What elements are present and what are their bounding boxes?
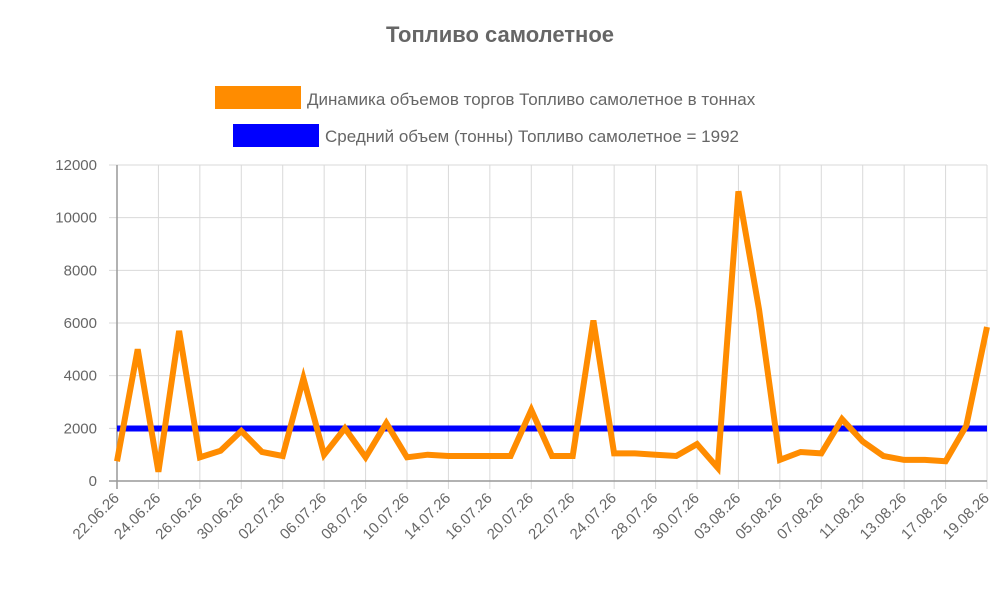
y-tick-label: 6000 — [64, 315, 97, 332]
legend-swatch-average — [233, 124, 319, 147]
chart-title: Топливо самолетное — [386, 22, 614, 47]
y-tick-label: 10000 — [55, 210, 97, 227]
tick-labels: 02000400060008000100001200022.06.2624.06… — [55, 157, 993, 543]
legend-swatch-volume — [215, 86, 301, 109]
y-tick-label: 4000 — [64, 368, 97, 385]
y-tick-label: 12000 — [55, 157, 97, 174]
x-tick-label: 19.08.26 — [940, 490, 993, 543]
legend-label-volume: Динамика объемов торгов Топливо самолетн… — [307, 90, 756, 109]
legend: Динамика объемов торгов Топливо самолетн… — [215, 86, 756, 147]
y-tick-label: 0 — [89, 473, 97, 490]
x-tick-label: 07.08.26 — [774, 490, 827, 543]
gridlines — [109, 164, 988, 489]
legend-label-average: Средний объем (тонны) Топливо самолетное… — [325, 127, 739, 146]
volume-series-line — [114, 190, 990, 476]
series — [114, 190, 990, 476]
axes — [109, 165, 987, 489]
y-tick-label: 2000 — [64, 420, 97, 437]
y-tick-label: 8000 — [64, 262, 97, 279]
